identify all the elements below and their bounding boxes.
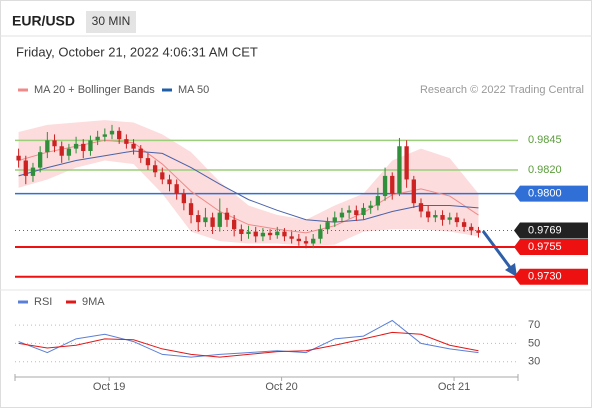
legend-label: 9MA	[82, 296, 105, 308]
candle-body	[469, 226, 474, 231]
candle-body	[109, 130, 115, 135]
candle-body	[426, 211, 431, 218]
y-tick-label: 70	[528, 319, 540, 331]
rsi-line	[18, 331, 479, 358]
legend-label: MA 20 + Bollinger Bands	[34, 84, 155, 96]
candle-body	[260, 232, 266, 237]
candle-body	[239, 229, 244, 235]
forecast-arrow	[481, 230, 514, 271]
candle-body	[354, 210, 359, 216]
candle-body	[66, 148, 72, 156]
y-tick-label: 50	[528, 337, 540, 349]
candle-body	[296, 238, 301, 242]
candle-body	[311, 238, 316, 244]
candle-body	[303, 241, 309, 244]
candle-body	[210, 217, 215, 227]
interval: 30 MIN	[92, 14, 131, 28]
candle-body	[167, 179, 172, 185]
candle-body	[411, 179, 416, 204]
candle-body	[447, 217, 452, 220]
candle-body	[375, 196, 381, 206]
level-tag	[514, 268, 588, 285]
credit: Research © 2022 Trading Central	[420, 84, 584, 96]
x-tick-label: Oct 19	[93, 381, 125, 393]
level-label: 0.9845	[528, 134, 562, 146]
level-label: 0.9800	[528, 188, 562, 200]
level-tag	[514, 185, 588, 202]
symbol: EUR/USD	[12, 13, 75, 29]
x-tick-label: Oct 21	[438, 381, 470, 393]
timestamp: Friday, October 21, 2022 4:06:31 AM CET	[16, 44, 258, 59]
candle-body	[81, 143, 86, 151]
candle-body	[95, 136, 100, 141]
candle-body	[73, 143, 79, 149]
candle-body	[131, 143, 136, 149]
level-tag	[514, 239, 588, 256]
x-tick-label: Oct 20	[265, 381, 297, 393]
candle-body	[152, 165, 158, 173]
candle-body	[382, 175, 388, 197]
candle-body	[339, 212, 345, 218]
legend-label: RSI	[34, 296, 52, 308]
candle-body	[117, 130, 122, 140]
candle-body	[454, 217, 460, 223]
candle-body	[346, 210, 352, 213]
candle-body	[461, 222, 467, 227]
level-tag	[514, 222, 588, 239]
level-label: 0.9730	[528, 271, 562, 283]
candle-body	[30, 167, 36, 176]
candle-body	[246, 231, 251, 235]
candle-body	[174, 184, 179, 194]
y-tick-label: 30	[528, 356, 540, 368]
candle-body	[224, 212, 230, 220]
candle-body	[88, 140, 93, 151]
candle-body	[418, 203, 424, 212]
level-label: 0.9820	[528, 164, 562, 176]
candle-body	[476, 230, 481, 233]
candle-body	[124, 139, 129, 144]
candle-body	[16, 155, 21, 161]
candle-body	[37, 152, 43, 168]
candle-body	[203, 217, 208, 223]
candle-body	[275, 231, 280, 236]
candle-body	[318, 229, 323, 239]
candle-body	[282, 231, 287, 237]
candle-body	[196, 215, 201, 223]
moving-average	[18, 150, 479, 223]
legend-label: MA 50	[178, 84, 209, 96]
candle-body	[23, 160, 28, 176]
candle-body	[102, 134, 107, 137]
candle-body	[45, 140, 50, 153]
candle-body	[188, 203, 194, 216]
rsi-line	[18, 319, 479, 358]
candle-body	[232, 219, 237, 230]
candle-body	[145, 158, 151, 166]
candle-body	[253, 231, 258, 237]
candle-body	[267, 232, 273, 236]
moving-average	[18, 139, 479, 234]
candle-body	[440, 215, 445, 220]
candle-body	[433, 215, 438, 218]
candle-body	[138, 148, 143, 159]
candle-body	[368, 205, 373, 208]
interval-badge	[86, 11, 136, 33]
candle-body	[160, 172, 165, 180]
candle-body	[404, 146, 409, 180]
level-label: 0.9755	[528, 241, 562, 253]
level-label: 0.9769	[528, 224, 562, 236]
candle-body	[325, 222, 330, 230]
candle-body	[390, 175, 395, 194]
candle-body	[181, 193, 187, 204]
candle-body	[52, 140, 57, 147]
candle-body	[217, 212, 222, 227]
forecast-arrowhead	[505, 263, 517, 277]
candle-body	[59, 146, 64, 156]
candle-body	[332, 217, 337, 223]
candle-body	[361, 207, 366, 216]
candle-body	[289, 236, 294, 239]
candle-body	[397, 146, 402, 194]
